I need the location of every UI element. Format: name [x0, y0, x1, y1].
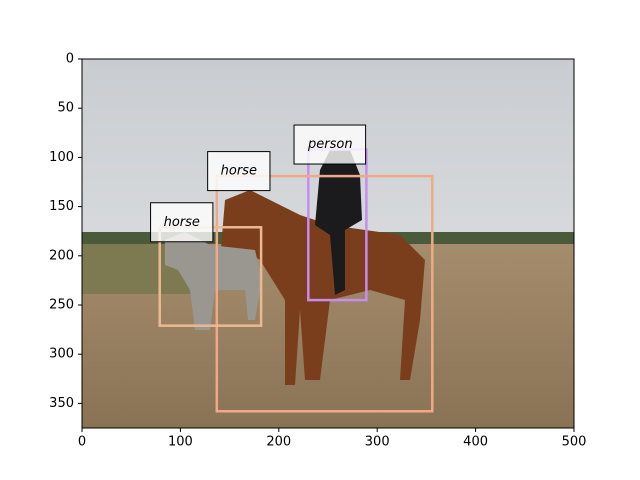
box-label-bg: [150, 202, 214, 243]
box-label-bg: [207, 151, 271, 192]
y-tick-label: 300: [49, 347, 74, 362]
y-tick-label: 250: [49, 298, 74, 313]
x-tick-label: 300: [365, 435, 390, 450]
x-tick-label: 500: [562, 435, 587, 450]
y-tick-label: 0: [66, 52, 74, 67]
y-tick-label: 150: [49, 199, 74, 214]
box-label: person: [307, 137, 353, 152]
bounding-box: [215, 174, 434, 413]
x-tick-label: 0: [78, 435, 86, 450]
y-tick-label: 200: [49, 248, 74, 263]
box-label-bg: [293, 124, 367, 165]
box-label: horse: [221, 164, 257, 179]
x-tick-label: 400: [463, 435, 488, 450]
x-tick-label: 200: [266, 435, 291, 450]
photo: [82, 59, 574, 428]
y-tick-label: 50: [57, 101, 74, 116]
y-tick-label: 100: [49, 150, 74, 165]
y-tick-label: 350: [49, 396, 74, 411]
axes-frame: [81, 58, 575, 429]
x-tick-label: 100: [168, 435, 193, 450]
box-label: horse: [164, 215, 200, 230]
